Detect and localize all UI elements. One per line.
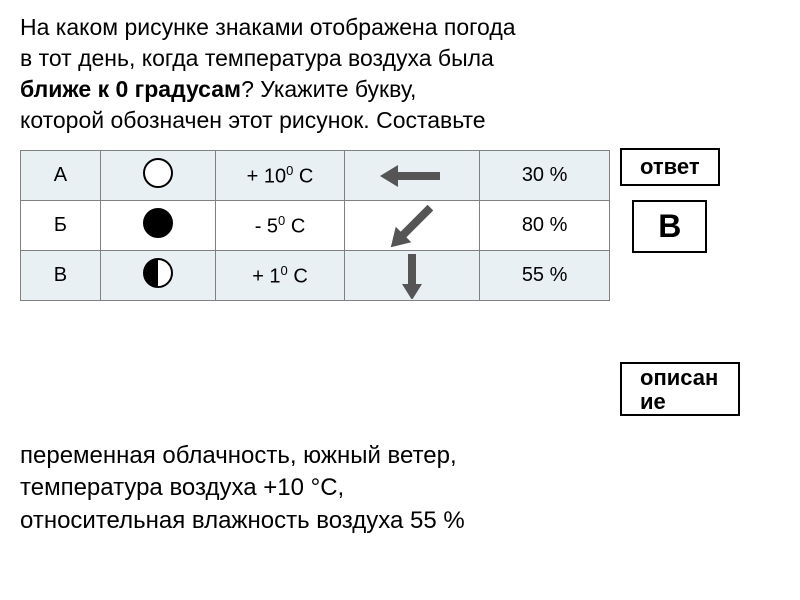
q-bold: ближе к 0 градусам: [20, 76, 241, 102]
weather-table: А + 100 C 30 % Б - 50 C 80 % В + 10 C 55…: [20, 150, 610, 301]
cloud-cell: [100, 151, 215, 201]
wind-cell: [345, 201, 480, 251]
q-line2: в тот день, когда температура воздуха бы…: [20, 45, 494, 71]
cloud-cell: [100, 251, 215, 301]
description-label: описан ие: [620, 362, 740, 416]
humidity-cell: 55 %: [480, 251, 610, 301]
table-row: В + 10 C 55 %: [21, 251, 610, 301]
humidity-cell: 80 %: [480, 201, 610, 251]
answer-panel: ответ В: [620, 148, 720, 253]
q-line4: которой обозначен этот рисунок. Составьт…: [20, 107, 486, 133]
row-letter: Б: [21, 201, 101, 251]
wind-cell: [345, 251, 480, 301]
wind-arrow-icon: [372, 203, 452, 249]
answer-label: ответ: [620, 148, 720, 186]
description-label-wrap: описан ие: [620, 362, 740, 416]
temp-cell: + 100 C: [215, 151, 345, 201]
wind-arrow-icon: [372, 159, 452, 193]
wind-cell: [345, 151, 480, 201]
description-text: переменная облачность, южный ветер, темп…: [20, 440, 780, 537]
row-letter: А: [21, 151, 101, 201]
cloud-partial-icon: [143, 258, 173, 288]
answer-value: В: [632, 200, 707, 253]
temp-cell: - 50 C: [215, 201, 345, 251]
cloud-overcast-icon: [143, 208, 173, 238]
wind-arrow-icon: [372, 253, 452, 299]
desc-line3: относительная влажность воздуха 55 %: [20, 507, 465, 534]
q-line3-tail: ? Укажите букву,: [241, 76, 416, 102]
table-row: Б - 50 C 80 %: [21, 201, 610, 251]
question-text: На каком рисунке знаками отображена пого…: [20, 12, 780, 136]
cloud-clear-icon: [143, 158, 173, 188]
cloud-cell: [100, 201, 215, 251]
q-line1: На каком рисунке знаками отображена пого…: [20, 14, 516, 40]
humidity-cell: 30 %: [480, 151, 610, 201]
desc-line2: температура воздуха +10 °C,: [20, 474, 344, 501]
row-letter: В: [21, 251, 101, 301]
temp-cell: + 10 C: [215, 251, 345, 301]
table-row: А + 100 C 30 %: [21, 151, 610, 201]
desc-line1: переменная облачность, южный ветер,: [20, 442, 457, 469]
